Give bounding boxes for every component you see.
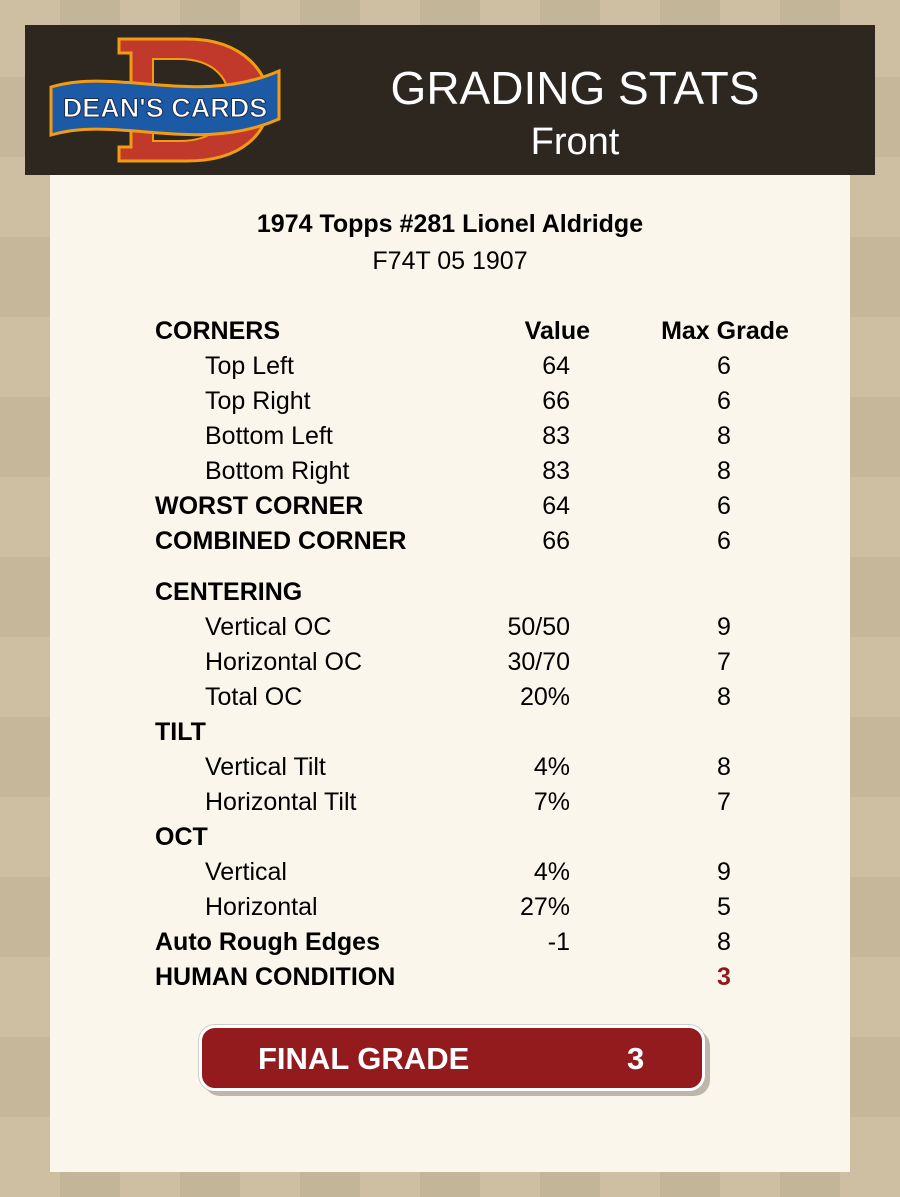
row-label: Bottom Right bbox=[205, 457, 350, 485]
row-value: 83 bbox=[542, 422, 570, 450]
row-label: Auto Rough Edges bbox=[155, 928, 380, 956]
row-value: 4% bbox=[533, 753, 570, 781]
row-max-grade: 7 bbox=[717, 648, 731, 676]
row-value: 30/70 bbox=[507, 648, 570, 676]
row-label: Total OC bbox=[205, 683, 303, 711]
row-value: 83 bbox=[542, 457, 570, 485]
final-grade-label: FINAL GRADE bbox=[258, 1041, 470, 1076]
table-row: Horizontal OC 30/70 7 bbox=[155, 647, 835, 682]
row-label: HUMAN CONDITION bbox=[155, 963, 396, 991]
table-row: Total OC 20% 8 bbox=[155, 682, 835, 717]
row-max-grade: 6 bbox=[717, 352, 731, 380]
row-label: Vertical OC bbox=[205, 613, 332, 641]
row-max-grade: 6 bbox=[717, 492, 731, 520]
table-row: Top Right 66 6 bbox=[155, 386, 835, 421]
table-row: HUMAN CONDITION 3 bbox=[155, 962, 835, 997]
row-value: 50/50 bbox=[507, 613, 570, 641]
row-value: 4% bbox=[533, 858, 570, 886]
row-value: 64 bbox=[542, 492, 570, 520]
table-row: WORST CORNER 64 6 bbox=[155, 491, 835, 526]
grading-table: CORNERS Value Max Grade Top Left 64 6 Top Righ… bbox=[155, 316, 835, 997]
row-value: 7% bbox=[533, 788, 570, 816]
table-row: Vertical 4% 9 bbox=[155, 857, 835, 892]
table-row: OCT bbox=[155, 822, 835, 857]
row-value: 66 bbox=[542, 527, 570, 555]
row-value: 64 bbox=[542, 352, 570, 380]
row-label: OCT bbox=[155, 823, 208, 851]
table-row: COMBINED CORNER 66 6 bbox=[155, 526, 835, 561]
row-max-grade: 8 bbox=[717, 683, 731, 711]
table-row: Top Left 64 6 bbox=[155, 351, 835, 386]
row-max-grade: 8 bbox=[717, 457, 731, 485]
column-header-max-grade: Max Grade bbox=[661, 317, 789, 345]
page-subtitle: Front bbox=[530, 121, 620, 163]
row-label: Top Left bbox=[205, 352, 294, 380]
row-max-grade: 3 bbox=[717, 963, 731, 991]
row-label: TILT bbox=[155, 718, 206, 746]
table-row: Auto Rough Edges -1 8 bbox=[155, 927, 835, 962]
svg-text:DEAN'S CARDS: DEAN'S CARDS bbox=[63, 93, 267, 123]
row-max-grade: 6 bbox=[717, 527, 731, 555]
card-code: F74T 05 1907 bbox=[372, 247, 528, 275]
row-label: CENTERING bbox=[155, 578, 303, 606]
table-row: Vertical OC 50/50 9 bbox=[155, 612, 835, 647]
table-row: Horizontal Tilt 7% 7 bbox=[155, 787, 835, 822]
final-grade-value: 3 bbox=[627, 1041, 645, 1076]
row-max-grade: 8 bbox=[717, 422, 731, 450]
table-row: Vertical Tilt 4% 8 bbox=[155, 752, 835, 787]
row-value: -1 bbox=[547, 928, 570, 956]
table-row: TILT bbox=[155, 717, 835, 752]
row-max-grade: 8 bbox=[717, 928, 731, 956]
row-value: 27% bbox=[519, 893, 570, 921]
row-label: Horizontal OC bbox=[205, 648, 362, 676]
row-label: Vertical bbox=[205, 858, 287, 886]
row-label: COMBINED CORNER bbox=[155, 527, 407, 555]
deans-cards-logo: DEAN'S CARDS bbox=[49, 37, 281, 163]
page-title: GRADING STATS bbox=[390, 62, 760, 114]
row-max-grade: 6 bbox=[717, 387, 731, 415]
row-label: Vertical Tilt bbox=[205, 753, 326, 781]
row-max-grade: 7 bbox=[717, 788, 731, 816]
table-row: Bottom Right 83 8 bbox=[155, 456, 835, 491]
row-label: CORNERS bbox=[155, 317, 281, 345]
row-label: Bottom Left bbox=[205, 422, 333, 450]
table-row: Bottom Left 83 8 bbox=[155, 421, 835, 456]
table-row: Horizontal 27% 5 bbox=[155, 892, 835, 927]
row-max-grade: 9 bbox=[717, 858, 731, 886]
table-row: CENTERING bbox=[155, 577, 835, 612]
row-max-grade: 8 bbox=[717, 753, 731, 781]
row-value: 20% bbox=[519, 683, 570, 711]
row-label: WORST CORNER bbox=[155, 492, 364, 520]
row-max-grade: 5 bbox=[717, 893, 731, 921]
header-bar: DEAN'S CARDS GRADING STATS Front bbox=[25, 25, 875, 175]
card-title: 1974 Topps #281 Lionel Aldridge bbox=[256, 210, 644, 238]
stats-card bbox=[50, 175, 850, 1172]
row-max-grade: 9 bbox=[717, 613, 731, 641]
column-header-value: Value bbox=[524, 317, 590, 345]
row-label: Horizontal bbox=[205, 893, 318, 921]
table-row: CORNERS Value Max Grade bbox=[155, 316, 835, 351]
row-value: 66 bbox=[542, 387, 570, 415]
row-label: Horizontal Tilt bbox=[205, 788, 357, 816]
final-grade-banner: FINAL GRADE 3 bbox=[199, 1025, 705, 1091]
row-label: Top Right bbox=[205, 387, 311, 415]
